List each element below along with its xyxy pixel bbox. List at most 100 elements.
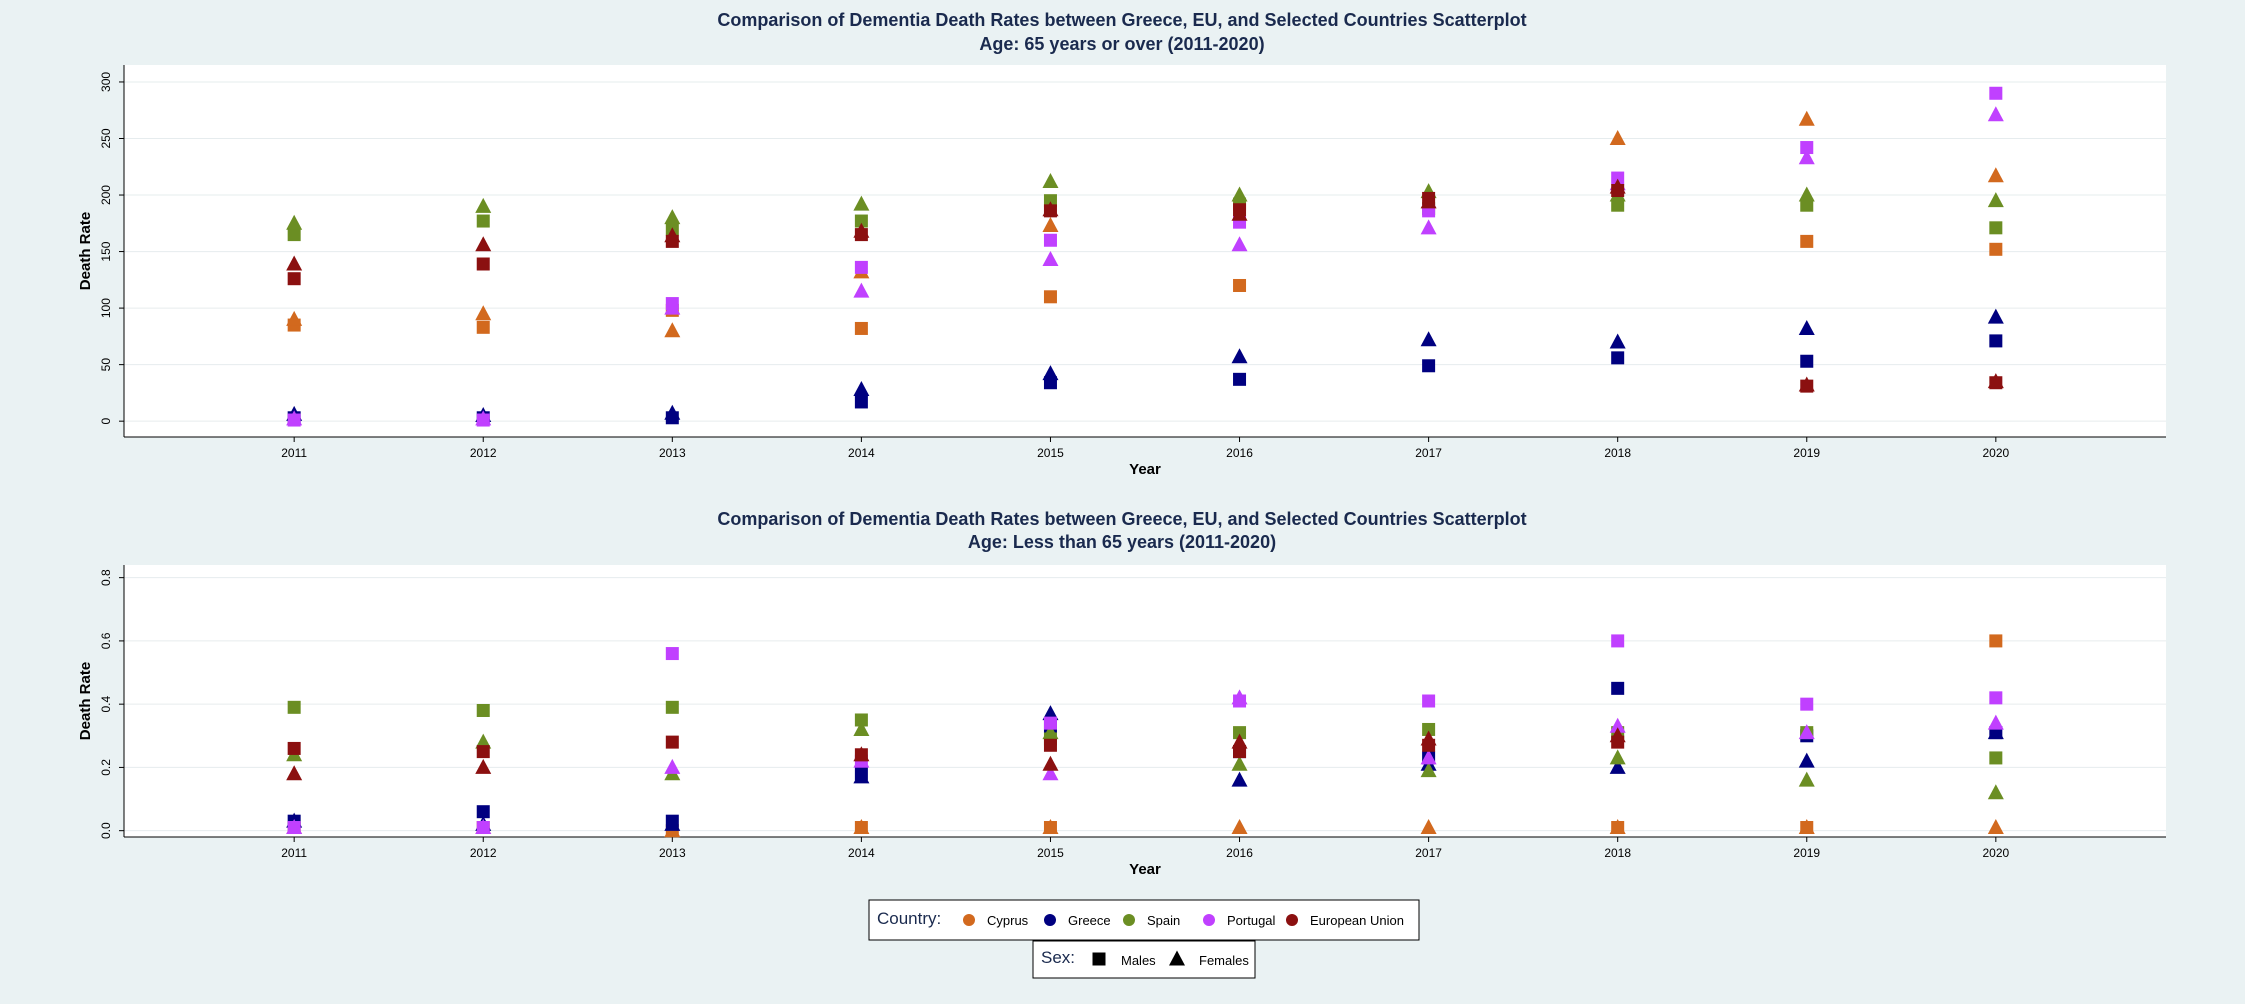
panel1-y-axis-label: Death Rate	[77, 212, 94, 290]
panel2-point-spain-males	[287, 700, 301, 714]
panel2-point-european-union-females	[1609, 727, 1626, 743]
panel2-point-european-union-females	[475, 758, 492, 774]
panel1-point-portugal-males	[854, 260, 868, 274]
panel1-point-spain-males	[854, 214, 868, 228]
panel2-point-european-union-males	[1043, 738, 1057, 752]
panel1-x-tick-label: 2018	[1604, 446, 1631, 460]
panel1-point-greece-females	[853, 381, 870, 397]
panel1-point-cyprus-males	[1989, 242, 2003, 256]
panel1-point-greece-males	[854, 395, 868, 409]
panel2-point-portugal-females	[1798, 724, 1815, 740]
panel2-point-portugal-females	[1987, 714, 2004, 730]
panel1-point-european-union-females	[1231, 205, 1248, 221]
panel1-point-spain-females	[475, 197, 492, 213]
panel1-point-portugal-females	[475, 410, 492, 426]
panel1-point-cyprus-females	[1987, 167, 2004, 183]
panel1-point-spain-males	[1043, 194, 1057, 208]
panel2-point-cyprus-females	[1420, 819, 1437, 835]
panel1-x-tick-label: 2017	[1415, 446, 1442, 460]
panel1-point-greece-females	[664, 404, 681, 420]
panel1-point-greece-females	[1987, 308, 2004, 324]
panel2-point-european-union-males	[665, 735, 679, 749]
panel1-point-greece-males	[1800, 354, 1814, 368]
panel1-point-spain-males	[1989, 221, 2003, 235]
panel2-x-tick-label: 2016	[1226, 846, 1253, 860]
panel2-point-greece-females	[853, 768, 870, 784]
panel2-point-cyprus-females	[1609, 819, 1626, 835]
panel2-point-spain-males	[1233, 726, 1247, 740]
panel1-point-cyprus-males	[1043, 290, 1057, 304]
panel1-x-tick-label: 2014	[848, 446, 875, 460]
panel1-plot-area	[124, 65, 2166, 437]
panel1-point-spain-males	[1800, 198, 1814, 212]
panel1-point-greece-females	[1798, 319, 1815, 335]
panel1-point-portugal-females	[286, 410, 303, 426]
legend-marker-greece	[1044, 914, 1056, 926]
panel2-x-tick-label: 2019	[1793, 846, 1820, 860]
panel2-point-greece-females	[1231, 771, 1248, 787]
panel1-point-cyprus-females	[1798, 110, 1815, 126]
panel1-point-spain-females	[853, 195, 870, 211]
panel2-point-portugal-females	[1609, 717, 1626, 733]
panel1-point-spain-females	[664, 209, 681, 225]
panel1-point-greece-males	[1989, 334, 2003, 348]
legend-label-cyprus: Cyprus	[987, 913, 1029, 928]
legend-marker-cyprus	[963, 914, 975, 926]
panel2-point-portugal-males	[1043, 716, 1057, 730]
panel2-point-european-union-males	[287, 741, 301, 755]
panel1-x-tick-label: 2015	[1037, 446, 1064, 460]
panel2-point-greece-females	[1042, 705, 1059, 721]
panel2-y-tick-label: 0.2	[99, 759, 113, 776]
panel1-point-cyprus-males	[854, 321, 868, 335]
panel1-x-tick-label: 2013	[659, 446, 686, 460]
legend-sex-box	[1032, 940, 1256, 979]
panel2-point-cyprus-females	[1798, 819, 1815, 835]
panel1-point-spain-females	[1231, 186, 1248, 202]
panel2-y-tick-label: 0.0	[99, 822, 113, 839]
panel2-point-portugal-males	[1800, 697, 1814, 711]
panel2-point-spain-males	[1989, 751, 2003, 765]
legend-marker-males	[1092, 952, 1106, 966]
panel2-point-greece-females	[1987, 724, 2004, 740]
panel2-point-greece-females	[1798, 752, 1815, 768]
panel1-point-spain-females	[286, 214, 303, 230]
panel2-x-tick-label: 2014	[848, 846, 875, 860]
panel2-point-european-union-females	[1042, 755, 1059, 771]
panel1-point-spain-females	[1798, 186, 1815, 202]
panel1-point-cyprus-males	[476, 320, 490, 334]
panel1-x-tick-label: 2012	[470, 446, 497, 460]
panel1-point-european-union-females	[664, 227, 681, 243]
panel2-point-portugal-females	[1420, 749, 1437, 765]
panel1-point-european-union-females	[1420, 193, 1437, 209]
panel2-y-tick-label: 0.4	[99, 695, 113, 712]
legend-marker-spain	[1123, 914, 1135, 926]
panel1-point-portugal-females	[664, 299, 681, 315]
panel1-y-tick-label: 250	[99, 128, 113, 148]
panel2-y-tick-label: 0.8	[99, 569, 113, 586]
panel1-point-portugal-males	[1800, 141, 1814, 155]
panel1-point-portugal-females	[853, 282, 870, 298]
panel2-x-tick-label: 2012	[470, 846, 497, 860]
panel1-y-tick-label: 200	[99, 185, 113, 205]
panel2-point-portugal-females	[1231, 689, 1248, 705]
legend-marker-females	[1169, 950, 1185, 966]
panel1-point-cyprus-males	[1233, 278, 1247, 292]
panel2-x-tick-label: 2017	[1415, 846, 1442, 860]
panel1-point-spain-males	[476, 214, 490, 228]
panel2-point-european-union-females	[1420, 730, 1437, 746]
panel2-point-spain-males	[854, 713, 868, 727]
legend-label-spain: Spain	[1147, 913, 1180, 928]
legend-label-greece: Greece	[1068, 913, 1111, 928]
panel1-x-axis-label: Year	[1129, 461, 1161, 478]
panel2-x-tick-label: 2018	[1604, 846, 1631, 860]
legend-country-title: Country:	[877, 909, 941, 928]
panel2-y-axis-label: Death Rate	[77, 662, 94, 740]
panel1-point-european-union-females	[1609, 178, 1626, 194]
panel1-point-cyprus-males	[1800, 234, 1814, 248]
panel1-point-portugal-females	[1987, 106, 2004, 122]
panel2-point-spain-females	[1987, 784, 2004, 800]
legend-label-european-union: European Union	[1310, 913, 1404, 928]
panel1-point-portugal-females	[1798, 149, 1815, 165]
panel2-point-greece-males	[476, 805, 490, 819]
